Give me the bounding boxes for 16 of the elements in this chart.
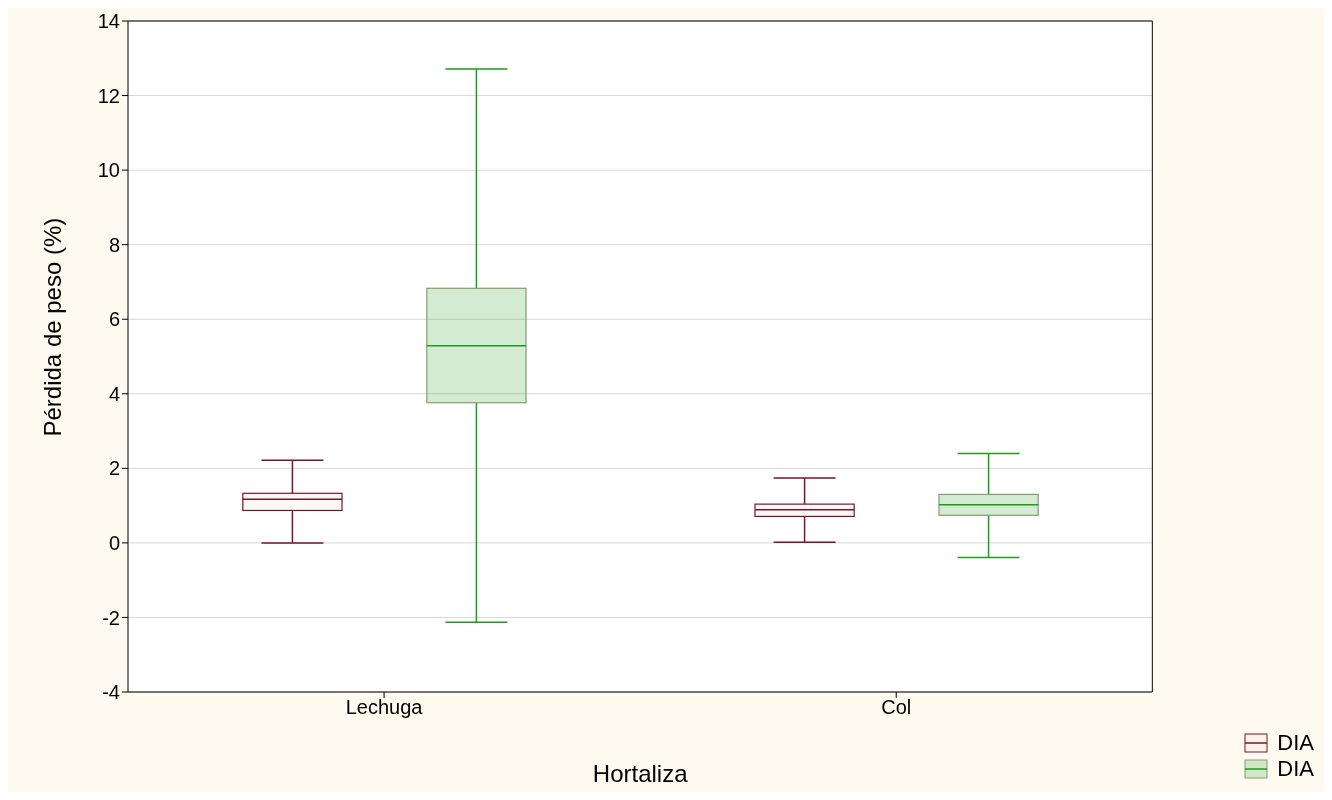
y-tick-label: 6	[108, 308, 120, 331]
y-tick-label: 12	[97, 84, 120, 107]
x-tick-label: Lechuga	[345, 696, 424, 719]
y-tick-label: -4	[102, 681, 120, 704]
y-tick-label: 10	[97, 159, 120, 182]
y-tick-label: 2	[108, 457, 120, 480]
legend-label: DIA	[1277, 730, 1314, 756]
legend-label: DIA	[1277, 756, 1314, 782]
y-axis-title: Pérdida de peso (%)	[38, 217, 66, 437]
y-tick-label: 4	[108, 382, 120, 405]
y-tick-label: 0	[108, 531, 120, 554]
y-tick-label: 8	[108, 233, 120, 256]
x-tick-label: Col	[881, 696, 912, 719]
x-axis-title: Hortaliza	[592, 760, 689, 787]
y-tick-label: 14	[97, 10, 120, 33]
y-tick-label: -2	[102, 606, 120, 629]
